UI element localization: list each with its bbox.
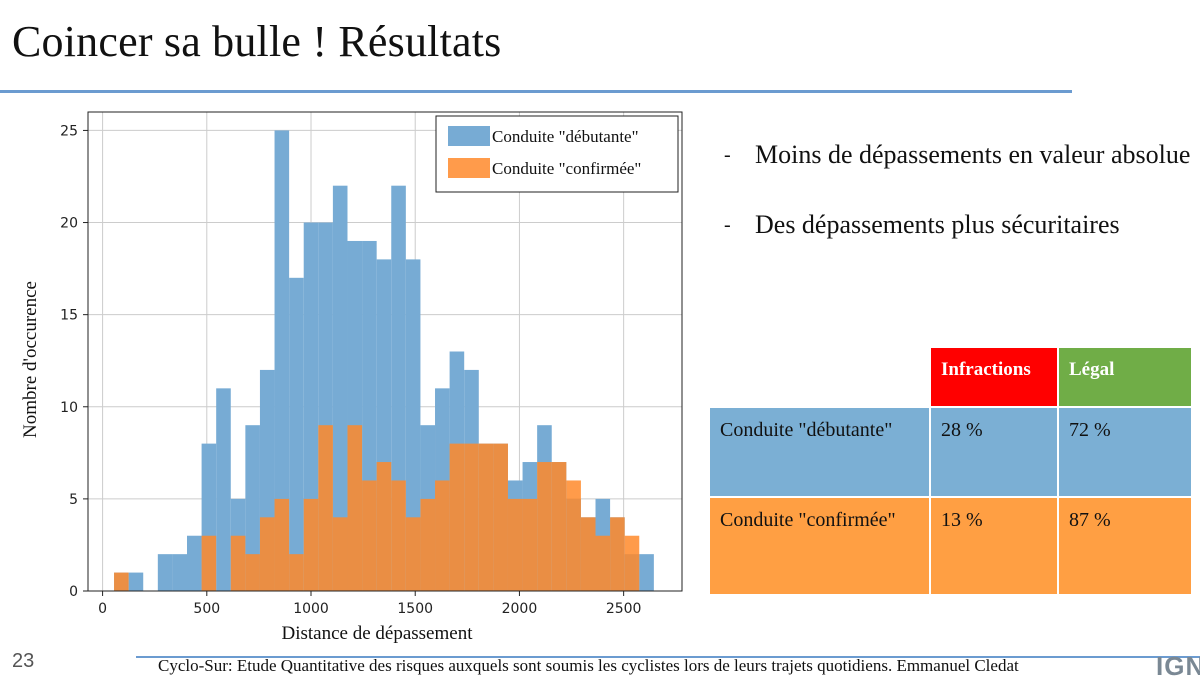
histogram-bar bbox=[435, 480, 450, 591]
histogram-bar bbox=[128, 572, 144, 591]
histogram-bar bbox=[274, 498, 290, 591]
histogram-bar bbox=[493, 443, 508, 591]
x-tick-label: 1000 bbox=[293, 601, 329, 617]
histogram-bar bbox=[376, 462, 392, 591]
results-table: Infractions Légal Conduite "débutante" 2… bbox=[708, 346, 1193, 596]
y-tick-label: 15 bbox=[60, 308, 78, 324]
bullet-item: - Des dépassements plus sécuritaires bbox=[724, 208, 1194, 242]
header-infractions: Infractions bbox=[931, 348, 1057, 406]
histogram-bar bbox=[362, 480, 377, 591]
histogram-bar bbox=[332, 517, 348, 591]
histogram-bar bbox=[449, 443, 465, 591]
legend-swatch bbox=[448, 126, 490, 146]
x-tick-label: 2000 bbox=[502, 601, 538, 617]
footer-text: Cyclo-Sur: Etude Quantitative des risque… bbox=[158, 656, 1019, 675]
table-corner bbox=[710, 348, 929, 406]
bullet-item: - Moins de dépassements en valeur absolu… bbox=[724, 138, 1194, 172]
histogram-bar bbox=[595, 535, 611, 591]
slide-title: Coincer sa bulle ! Résultats bbox=[12, 17, 502, 66]
histogram-bar bbox=[391, 480, 406, 591]
histogram-bar bbox=[187, 535, 202, 591]
x-axis-label: Distance de dépassement bbox=[282, 623, 474, 644]
legend: Conduite "débutante" Conduite "confirmée" bbox=[435, 115, 679, 193]
histogram-bar bbox=[230, 535, 246, 591]
y-tick-label: 20 bbox=[60, 216, 78, 232]
histogram-bar bbox=[405, 259, 421, 591]
cell-legal-debutante: 72 % bbox=[1059, 408, 1191, 496]
histogram-bar bbox=[289, 277, 304, 591]
legend-label: Conduite "confirmée" bbox=[492, 159, 641, 178]
histogram-bar bbox=[245, 554, 260, 591]
page-number: 23 bbox=[12, 650, 35, 672]
histogram-svg: 0 500 1000 1500 2000 2500 0 5 10 15 20 25 Distance d… bbox=[20, 111, 683, 644]
histogram-bar bbox=[522, 498, 538, 591]
y-tick-label: 5 bbox=[69, 492, 78, 508]
ign-logo: IGN bbox=[1156, 651, 1200, 681]
histogram-bar bbox=[537, 462, 552, 591]
table-row: Conduite "débutante" 28 % 72 % bbox=[710, 408, 1191, 496]
histogram-bar bbox=[566, 480, 581, 591]
row-label-confirmee: Conduite "confirmée" bbox=[710, 498, 929, 594]
histogram-bar bbox=[347, 425, 363, 591]
x-tick-label: 2500 bbox=[606, 601, 642, 617]
x-tick-label: 0 bbox=[98, 601, 107, 617]
histogram-bar bbox=[245, 425, 260, 591]
histogram-bar bbox=[580, 517, 596, 591]
y-tick-label: 25 bbox=[60, 123, 78, 139]
header-legal: Légal bbox=[1059, 348, 1191, 406]
histogram-bar bbox=[318, 425, 333, 591]
y-tick-label: 0 bbox=[69, 584, 78, 600]
legend-label: Conduite "débutante" bbox=[492, 127, 639, 146]
title-rule bbox=[0, 90, 1072, 93]
histogram-bar bbox=[332, 185, 348, 591]
y-axis-label: Nombre d'occurence bbox=[20, 281, 41, 438]
legend-swatch bbox=[448, 158, 490, 178]
table-header-row: Infractions Légal bbox=[710, 348, 1191, 406]
row-label-debutante: Conduite "débutante" bbox=[710, 408, 929, 496]
cell-legal-confirmee: 87 % bbox=[1059, 498, 1191, 594]
histogram-bar bbox=[114, 572, 129, 591]
histogram-chart: 0 500 1000 1500 2000 2500 0 5 10 15 20 25 Distance d… bbox=[14, 108, 694, 648]
histogram-bar bbox=[289, 554, 304, 591]
table-row: Conduite "confirmée" 13 % 87 % bbox=[710, 498, 1191, 594]
histogram-bar bbox=[172, 554, 187, 591]
y-tick-label: 10 bbox=[60, 400, 78, 416]
histogram-bar bbox=[551, 462, 567, 591]
histogram-bar bbox=[274, 130, 290, 591]
histogram-bar bbox=[624, 535, 640, 591]
histogram-bar bbox=[610, 517, 625, 591]
histogram-bar bbox=[157, 554, 173, 591]
bullet-dash: - bbox=[724, 214, 731, 236]
bullet-dash: - bbox=[724, 144, 731, 166]
plot-frame bbox=[87, 111, 683, 592]
bullet-text: Moins de dépassements en valeur absolue bbox=[755, 140, 1191, 169]
histogram-bar bbox=[507, 498, 523, 591]
histogram-bar bbox=[303, 498, 319, 591]
histogram-bar bbox=[405, 517, 421, 591]
cell-infractions-confirmee: 13 % bbox=[931, 498, 1057, 594]
bullet-text: Des dépassements plus sécuritaires bbox=[755, 210, 1120, 239]
x-tick-label: 1500 bbox=[397, 601, 433, 617]
cell-infractions-debutante: 28 % bbox=[931, 408, 1057, 496]
footer-rule bbox=[136, 656, 1200, 658]
histogram-bar bbox=[478, 443, 494, 591]
histogram-bar bbox=[639, 554, 654, 591]
histogram-bar bbox=[259, 517, 275, 591]
histogram-bar bbox=[201, 535, 217, 591]
series-2 bbox=[114, 425, 640, 591]
histogram-bar bbox=[420, 498, 436, 591]
histogram-bar bbox=[216, 388, 231, 591]
bullet-list: - Moins de dépassements en valeur absolu… bbox=[724, 138, 1194, 278]
x-tick-label: 500 bbox=[193, 601, 220, 617]
histogram-bar bbox=[464, 443, 479, 591]
